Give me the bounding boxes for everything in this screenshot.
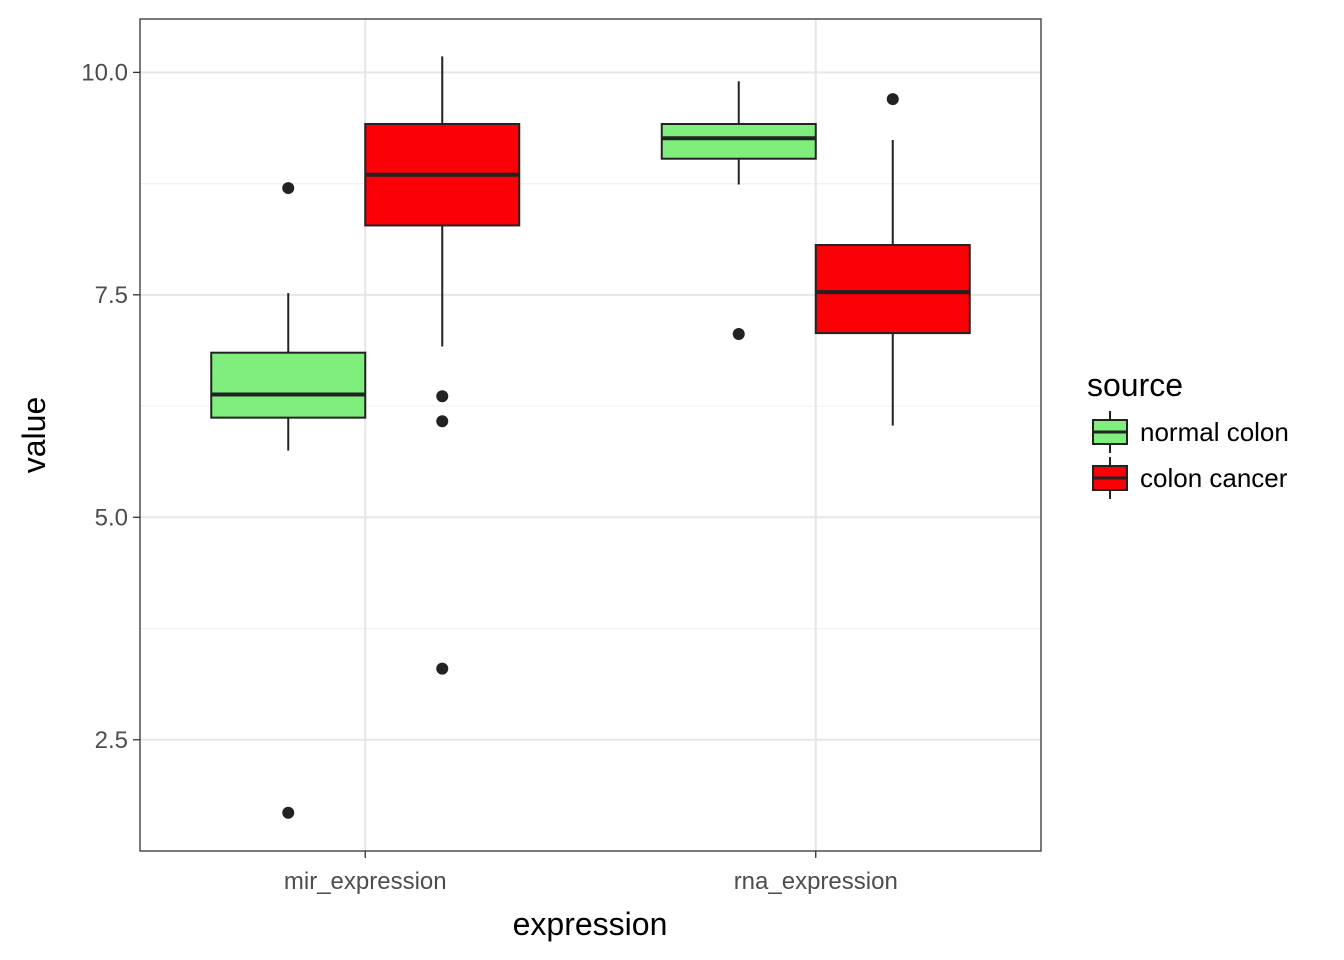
y-tick-label: 2.5 xyxy=(95,727,128,754)
plot-border xyxy=(139,18,1042,852)
y-axis-title: value xyxy=(16,397,52,474)
legend-title: source xyxy=(1087,367,1183,403)
legend-label-colon-cancer: colon cancer xyxy=(1140,463,1288,493)
outlier-point xyxy=(732,328,745,341)
outlier-point xyxy=(436,415,449,428)
legend-key-colon-cancer xyxy=(1092,457,1128,499)
x-axis: mir_expression rna_expression xyxy=(284,851,898,895)
outlier-point xyxy=(436,390,449,403)
legend-key-normal-colon xyxy=(1092,411,1128,453)
plot-panel xyxy=(140,19,1041,851)
x-tick-label: mir_expression xyxy=(284,868,447,895)
outlier-point xyxy=(282,806,295,819)
legend-label-normal-colon: normal colon xyxy=(1140,417,1289,447)
box-layer xyxy=(210,56,971,819)
box-iqr xyxy=(814,244,971,335)
x-tick-label: rna_expression xyxy=(734,868,898,895)
outlier-point xyxy=(436,662,449,675)
legend: source normal colon colon cancer xyxy=(1087,367,1289,499)
outlier-point xyxy=(282,182,295,195)
y-tick-label: 5.0 xyxy=(95,504,128,531)
x-axis-title: expression xyxy=(513,906,668,942)
box-normal-colon-rna_expression xyxy=(660,81,817,341)
box-colon-cancer-mir_expression xyxy=(364,56,521,675)
y-tick-label: 10.0 xyxy=(81,59,128,86)
y-tick-label: 7.5 xyxy=(95,282,128,309)
box-iqr xyxy=(660,123,817,160)
box-iqr xyxy=(210,351,367,419)
outlier-point xyxy=(886,93,899,106)
box-normal-colon-mir_expression xyxy=(210,182,367,819)
y-axis: 2.5 5.0 7.5 10.0 xyxy=(81,59,140,754)
box-colon-cancer-rna_expression xyxy=(814,93,971,426)
